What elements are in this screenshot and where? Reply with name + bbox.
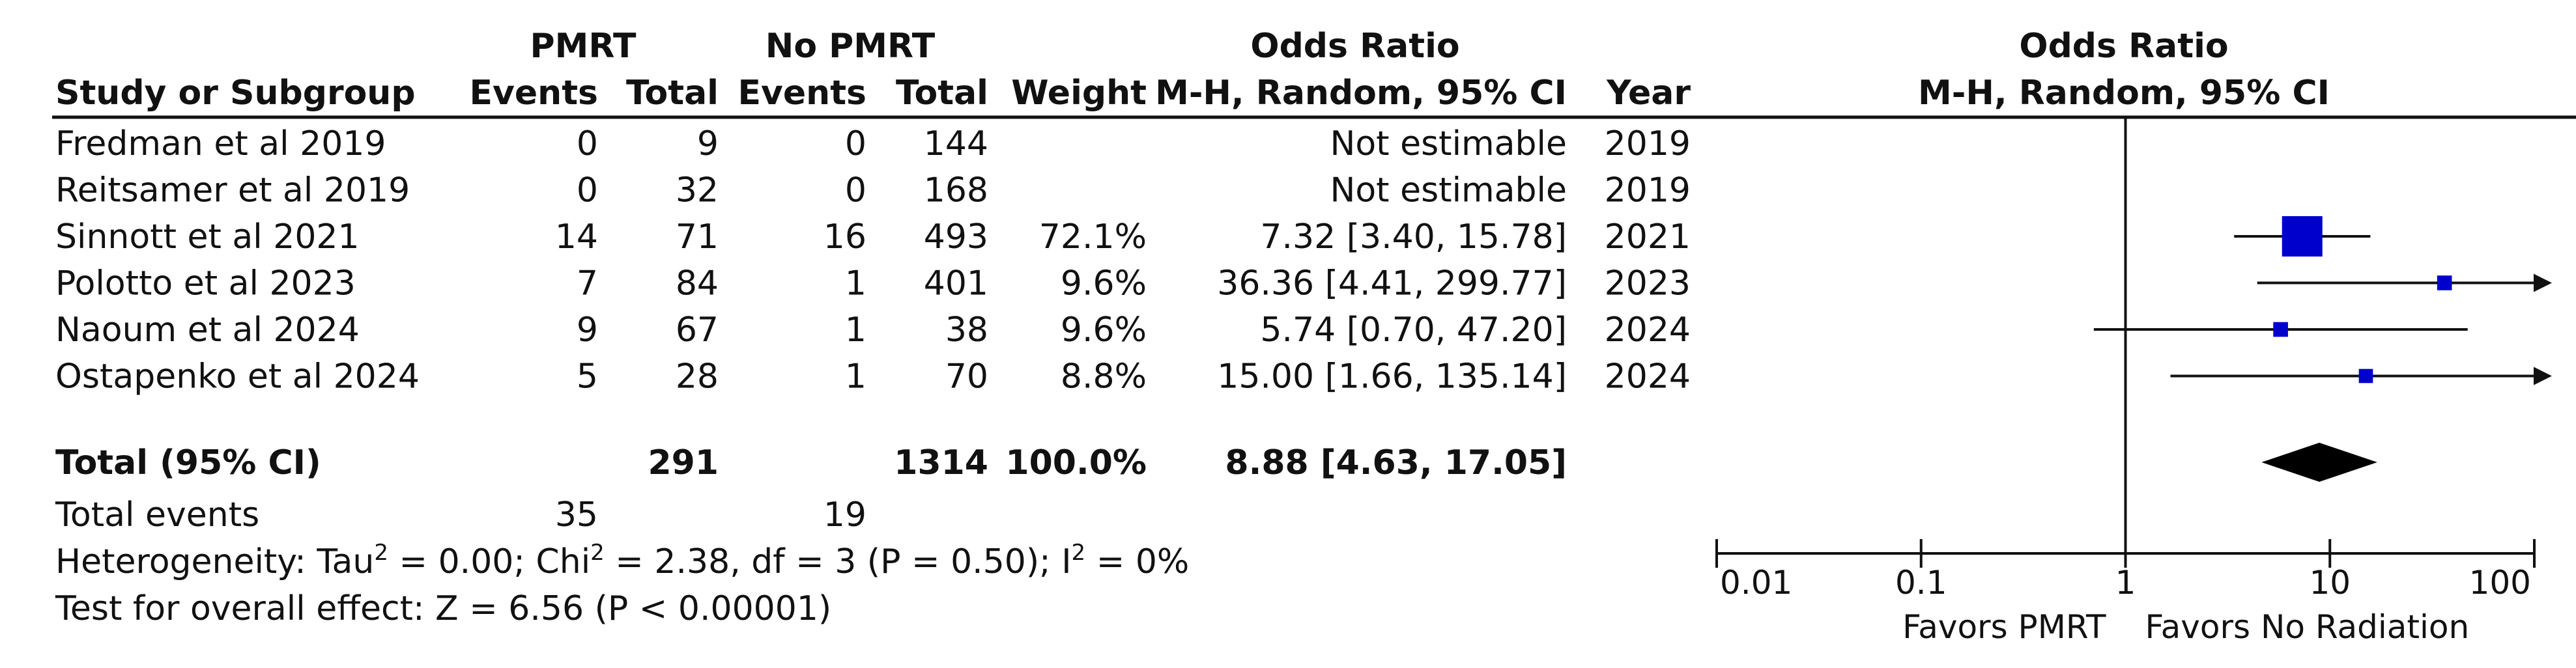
study-events1: 5 bbox=[577, 357, 598, 397]
study-name: Polotto et al 2023 bbox=[55, 264, 356, 303]
total-weight: 100.0% bbox=[1005, 443, 1147, 482]
point-estimate-square bbox=[2282, 216, 2323, 257]
total-ci: 8.88 [4.63, 17.05] bbox=[1225, 443, 1567, 482]
table-row: Sinnott et al 2021 14 71 16 493 72.1% 7.32 [3.… bbox=[55, 217, 1691, 257]
study-mark bbox=[2234, 216, 2371, 257]
favors-right-label: Favors No Radiation bbox=[2145, 608, 2470, 646]
study-events1: 14 bbox=[555, 217, 598, 257]
study-events1: 0 bbox=[577, 124, 598, 163]
events-total1: 35 bbox=[555, 495, 598, 535]
study-year: 2019 bbox=[1605, 171, 1691, 210]
study-total1: 67 bbox=[676, 311, 719, 350]
study-weight: 8.8% bbox=[1061, 357, 1147, 397]
table-row: Naoum et al 2024 9 67 1 38 9.6% 5.74 [0.70, 47… bbox=[55, 311, 1691, 350]
study-name: Reitsamer et al 2019 bbox=[55, 171, 410, 210]
ci-arrow bbox=[2534, 273, 2552, 292]
heterogeneity-text: Heterogeneity: Tau2 = 0.00; Chi2 = 2.38,… bbox=[55, 540, 1189, 581]
events-total2: 19 bbox=[823, 495, 866, 535]
study-events2: 0 bbox=[845, 171, 866, 210]
overall-effect-text: Test for overall effect: Z = 6.56 (P < 0… bbox=[55, 589, 831, 628]
group1-title: PMRT bbox=[530, 27, 637, 66]
x-tick-label: 1 bbox=[2115, 564, 2136, 602]
study-total1: 28 bbox=[676, 357, 719, 397]
study-events1: 7 bbox=[577, 264, 598, 303]
x-tick-label: 100 bbox=[2469, 564, 2531, 602]
study-ci: Not estimable bbox=[1330, 124, 1567, 163]
study-total2: 401 bbox=[924, 264, 988, 303]
study-ci: Not estimable bbox=[1330, 171, 1567, 210]
study-total2: 144 bbox=[924, 124, 988, 163]
study-total2: 38 bbox=[945, 311, 988, 350]
col-weight-header: Weight bbox=[1011, 74, 1147, 113]
col-total2-header: Total bbox=[896, 74, 988, 113]
study-total1: 84 bbox=[676, 264, 719, 303]
favors-left-label: Favors PMRT bbox=[1902, 608, 2106, 646]
col-total1-header: Total bbox=[626, 74, 719, 113]
total-total2: 1314 bbox=[894, 443, 988, 482]
study-events1: 0 bbox=[577, 171, 598, 210]
study-events2: 0 bbox=[845, 124, 866, 163]
plot-method-header: M-H, Random, 95% CI bbox=[1918, 74, 2330, 113]
study-mark bbox=[2170, 367, 2552, 385]
study-total2: 70 bbox=[945, 357, 988, 397]
study-total2: 493 bbox=[924, 217, 988, 257]
pooled-diamond bbox=[2261, 443, 2377, 482]
study-events2: 1 bbox=[845, 357, 866, 397]
point-estimate-square bbox=[2437, 275, 2452, 290]
study-events2: 1 bbox=[845, 264, 866, 303]
study-mark bbox=[2093, 322, 2468, 337]
col-events1-header: Events bbox=[469, 74, 598, 113]
table-row: Polotto et al 2023 7 84 1 401 9.6% 36.36 [4.41… bbox=[55, 264, 1691, 303]
study-name: Naoum et al 2024 bbox=[55, 311, 360, 350]
study-year: 2021 bbox=[1605, 217, 1691, 257]
point-estimate-square bbox=[2273, 322, 2288, 337]
col-year-header: Year bbox=[1606, 74, 1691, 113]
table-row: Reitsamer et al 2019 0 32 0 168 Not estimable… bbox=[55, 171, 1691, 210]
col-method-header: M-H, Random, 95% CI bbox=[1155, 74, 1567, 113]
study-weight: 72.1% bbox=[1039, 217, 1147, 257]
study-total1: 71 bbox=[676, 217, 719, 257]
group2-title: No PMRT bbox=[766, 27, 936, 66]
col-study-header: Study or Subgroup bbox=[55, 74, 416, 113]
plot-title: Odds Ratio bbox=[2019, 27, 2228, 66]
table-row: Ostapenko et al 2024 5 28 1 70 8.8% 15.00 [1.6… bbox=[55, 357, 1691, 397]
study-name: Ostapenko et al 2024 bbox=[55, 357, 420, 397]
table-row: Fredman et al 2019 0 9 0 144 Not estimable 201… bbox=[55, 124, 1691, 163]
study-mark bbox=[2257, 273, 2552, 292]
x-tick-label: 10 bbox=[2309, 564, 2351, 602]
study-ci: 7.32 [3.40, 15.78] bbox=[1260, 217, 1567, 257]
study-ci: 5.74 [0.70, 47.20] bbox=[1260, 311, 1567, 350]
study-name: Fredman et al 2019 bbox=[55, 124, 386, 163]
col-events2-header: Events bbox=[737, 74, 866, 113]
total-label: Total (95% CI) bbox=[55, 443, 321, 482]
study-ci: 15.00 [1.66, 135.14] bbox=[1217, 357, 1567, 397]
study-events2: 1 bbox=[845, 311, 866, 350]
study-year: 2019 bbox=[1605, 124, 1691, 163]
total-total1: 291 bbox=[648, 443, 719, 482]
study-total1: 32 bbox=[676, 171, 719, 210]
study-events2: 16 bbox=[823, 217, 866, 257]
study-weight: 9.6% bbox=[1061, 311, 1147, 350]
study-events1: 9 bbox=[577, 311, 598, 350]
ci-arrow bbox=[2534, 367, 2552, 385]
study-total1: 9 bbox=[697, 124, 719, 163]
study-total2: 168 bbox=[924, 171, 988, 210]
study-year: 2023 bbox=[1605, 264, 1691, 303]
point-estimate-square bbox=[2358, 369, 2373, 383]
or-column-title: Odds Ratio bbox=[1250, 27, 1459, 66]
study-year: 2024 bbox=[1605, 357, 1691, 397]
x-tick-label: 0.01 bbox=[1720, 564, 1792, 602]
study-year: 2024 bbox=[1605, 311, 1691, 350]
study-name: Sinnott et al 2021 bbox=[55, 217, 360, 257]
events-label: Total events bbox=[55, 495, 259, 535]
study-weight: 9.6% bbox=[1061, 264, 1147, 303]
study-ci: 36.36 [4.41, 299.77] bbox=[1217, 264, 1567, 303]
x-tick-label: 0.1 bbox=[1895, 564, 1947, 602]
